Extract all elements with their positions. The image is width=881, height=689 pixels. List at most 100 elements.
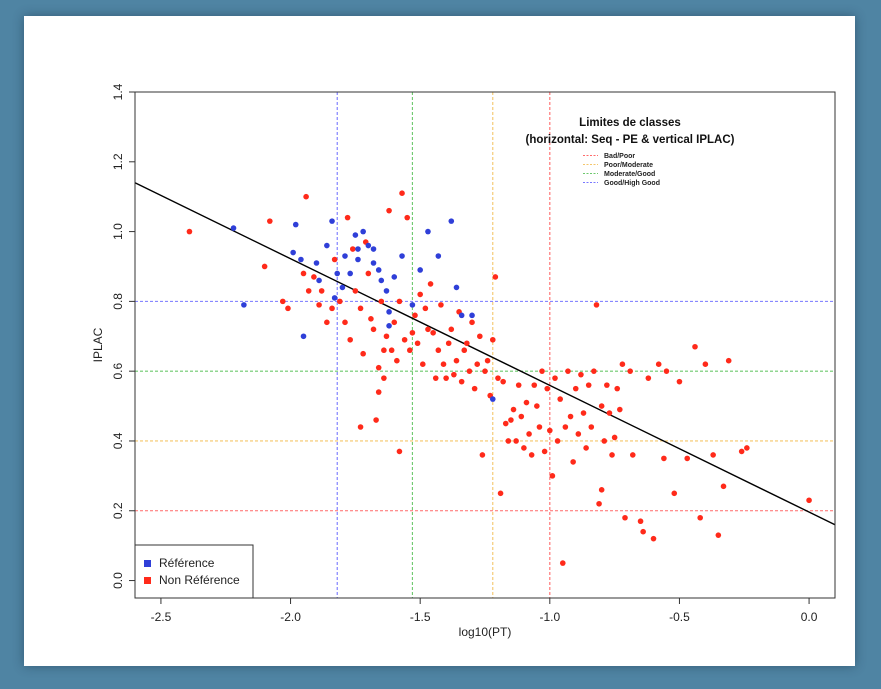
point-non-reference (396, 448, 403, 455)
point-non-reference (570, 459, 576, 465)
point-non-reference (505, 438, 512, 444)
class-limit-lines (135, 92, 835, 598)
point-non-reference (806, 497, 812, 504)
point-non-reference (316, 302, 322, 308)
point-reference (448, 218, 455, 224)
point-reference (375, 267, 382, 273)
point-non-reference (409, 329, 416, 336)
point-non-reference (381, 375, 387, 381)
y-tick-label: 0.2 (111, 502, 125, 519)
point-non-reference (300, 270, 307, 277)
point-reference (370, 260, 377, 266)
point-non-reference (521, 445, 527, 451)
point-reference (300, 333, 307, 340)
point-reference (453, 284, 460, 291)
legend-reference-label: Référence (159, 556, 215, 570)
point-non-reference (611, 434, 618, 441)
point-non-reference (399, 190, 405, 196)
x-tick-label: -1.5 (410, 610, 431, 624)
point-non-reference (458, 378, 465, 385)
point-non-reference (629, 452, 636, 458)
point-non-reference (445, 340, 452, 347)
point-non-reference (500, 378, 506, 385)
point-non-reference (305, 288, 312, 294)
point-reference (435, 253, 442, 259)
point-non-reference (604, 382, 610, 388)
point-non-reference (650, 535, 657, 542)
point-non-reference (357, 305, 364, 312)
point-reference (292, 221, 299, 228)
class-legend-items: Bad/Poor Poor/Moderate Moderate/Good Good/H… (583, 153, 660, 187)
point-non-reference (671, 490, 678, 497)
point-non-reference (471, 385, 478, 392)
point-non-reference (464, 340, 470, 347)
point-non-reference (438, 302, 444, 308)
point-non-reference (261, 263, 268, 270)
point-non-reference (617, 406, 623, 413)
point-non-reference (710, 452, 716, 458)
point-non-reference (303, 193, 309, 200)
point-non-reference (528, 452, 535, 458)
point-non-reference (552, 375, 558, 381)
point-non-reference (425, 326, 431, 333)
class-limits-legend: Limites de classes (horizontal: Seq - PE… (526, 117, 735, 187)
point-non-reference (477, 333, 483, 340)
point-reference (230, 225, 237, 231)
point-non-reference (469, 319, 475, 326)
point-reference (458, 312, 465, 319)
point-non-reference (585, 382, 592, 388)
point-non-reference (609, 452, 615, 458)
point-reference (370, 246, 377, 252)
point-non-reference (404, 214, 411, 221)
point-non-reference (394, 357, 400, 364)
point-non-reference (407, 347, 413, 354)
point-non-reference (386, 207, 392, 214)
point-reference (355, 246, 361, 252)
point-reference (342, 253, 348, 259)
point-non-reference (414, 340, 421, 347)
point-non-reference (601, 438, 608, 444)
point-non-reference (544, 385, 551, 392)
point-non-reference (443, 375, 449, 381)
class-legend-label: Good/High Good (604, 180, 660, 187)
point-legend-box (134, 544, 254, 599)
class-legend-subtitle: (horizontal: Seq - PE & vertical IPLAC) (526, 134, 735, 146)
point-reference (352, 232, 359, 238)
point-reference (331, 295, 338, 301)
point-non-reference (572, 385, 579, 392)
plot-area-border (134, 91, 836, 599)
x-tick-label: 0.0 (801, 610, 818, 624)
point-non-reference (479, 452, 486, 458)
y-tick-label: 1.2 (111, 153, 125, 170)
point-non-reference (637, 518, 644, 525)
point-non-reference (391, 319, 398, 326)
point-non-reference (347, 336, 353, 343)
y-axis: 0.0 0.2 0.4 0.6 0.8 1.0 1.2 1.4 (111, 83, 135, 589)
point-non-reference (497, 490, 504, 497)
class-legend-title: Limites de classes (579, 117, 681, 129)
point-reference (329, 218, 335, 224)
point-non-reference (324, 319, 330, 326)
point-non-reference (598, 403, 605, 409)
point-non-reference (448, 326, 455, 333)
point-reference (339, 284, 346, 291)
point-reference (347, 270, 353, 277)
point-non-reference (373, 417, 379, 423)
point-non-reference (580, 410, 587, 416)
point-non-reference (451, 371, 457, 378)
point-non-reference (515, 382, 522, 388)
point-reference (409, 302, 416, 308)
point-non-reference (422, 305, 429, 312)
point-non-reference (365, 270, 372, 277)
point-reference (469, 312, 475, 319)
point-non-reference (661, 455, 667, 462)
point-non-reference (396, 298, 403, 305)
point-non-reference (549, 473, 556, 479)
y-tick-label: 0.4 (111, 432, 125, 449)
point-non-reference (559, 560, 566, 566)
x-tick-label: -1.0 (539, 610, 560, 624)
x-tick-label: -2.5 (151, 610, 172, 624)
point-reference (489, 396, 496, 402)
y-tick-label: 0.0 (111, 572, 125, 589)
